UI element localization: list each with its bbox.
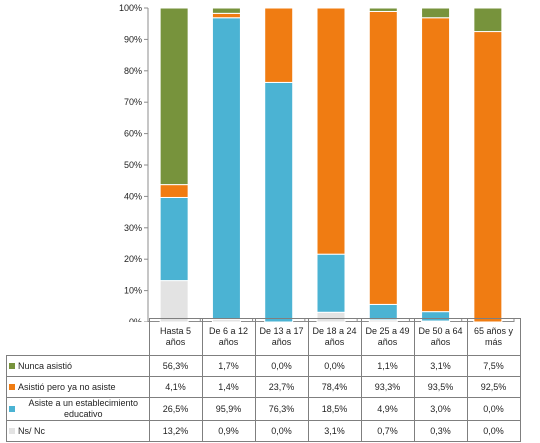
data-table-cell: 3,1%: [413, 355, 468, 377]
data-table-cell: 1,4%: [201, 376, 256, 398]
y-tick-label: 20%: [124, 254, 142, 264]
bar-segment: [211, 12, 241, 19]
series-name: Nunca asistió: [18, 360, 73, 371]
bar-segment: [368, 7, 398, 12]
data-table-cell: 0,9%: [201, 420, 256, 442]
data-table-row: Nunca asistió 56,3% 1,7% 0,0% 0,0% 1,1% 3,1% 7,…: [6, 355, 521, 377]
data-table-cell: 92,5%: [466, 376, 521, 398]
data-table-header-row: Hasta 5 años De 6 a 12 años De 13 a 17 a…: [7, 318, 521, 356]
category-header: Hasta 5 años: [148, 318, 203, 356]
data-table: Hasta 5 años De 6 a 12 años De 13 a 17 a…: [6, 318, 521, 442]
data-table-cell: 3,0%: [413, 397, 468, 421]
category-header: De 25 a 49 años: [360, 318, 415, 356]
data-table-cell: 0,0%: [254, 420, 309, 442]
y-tick-label: 70%: [124, 97, 142, 107]
bar-segment: [159, 184, 189, 198]
category-header: De 13 a 17 años: [254, 318, 309, 356]
category-header: De 18 a 24 años: [307, 318, 362, 356]
data-table-cell: 1,7%: [201, 355, 256, 377]
data-table-cell: 93,5%: [413, 376, 468, 398]
series-name: Asistió pero ya no asiste: [18, 381, 116, 392]
data-table-cell: 0,3%: [413, 420, 468, 442]
data-table-corner: [7, 319, 150, 356]
data-table-cell: 78,4%: [307, 376, 362, 398]
data-table-cell: 0,7%: [360, 420, 415, 442]
data-table-cell: 3,1%: [307, 420, 362, 442]
data-table-cell: 93,3%: [360, 376, 415, 398]
bar-segment: [368, 10, 398, 305]
series-name: Asiste a un establecimiento educativo: [28, 398, 139, 419]
data-table-cell: 18,5%: [307, 397, 362, 421]
legend-key: [9, 406, 15, 412]
bar-segment: [473, 7, 503, 33]
data-table-cell: 26,5%: [148, 397, 203, 421]
category-header: De 6 a 12 años: [201, 318, 256, 356]
data-table-cell: 0,0%: [307, 355, 362, 377]
data-table-cell: 1,1%: [360, 355, 415, 377]
bar-segment: [421, 7, 451, 19]
data-table-cell: 4,9%: [360, 397, 415, 421]
data-table-cell: 0,0%: [254, 355, 309, 377]
bar-segment: [421, 17, 451, 313]
data-table-row: Ns/ Nc 13,2% 0,9% 0,0% 3,1% 0,7% 0,3% 0,0%: [6, 420, 521, 442]
series-label: Asiste a un establecimiento educativo: [6, 397, 150, 421]
series-label: Ns/ Nc: [6, 420, 150, 442]
y-tick-label: 0%: [129, 317, 142, 322]
y-tick-label: 90%: [124, 34, 142, 44]
data-table-cell: 13,2%: [148, 420, 203, 442]
category-header: 65 años y más: [466, 318, 521, 356]
y-tick-label: 80%: [124, 66, 142, 76]
bar-segment: [264, 7, 294, 83]
y-tick-label: 100%: [119, 3, 142, 13]
bar-segment: [159, 7, 189, 186]
data-table-cell: 95,9%: [201, 397, 256, 421]
data-table-cell: 56,3%: [148, 355, 203, 377]
bar-segment: [159, 196, 189, 282]
bar-segment: [264, 81, 294, 322]
y-tick-label: 10%: [124, 286, 142, 296]
y-tick-label: 40%: [124, 191, 142, 201]
data-table-row: Asistió pero ya no asiste 4,1% 1,4% 23,7% 78…: [6, 376, 521, 398]
stacked-bar-chart: 0% 10% 20% 30% 40% 50% 60% 70% 80% 90% 100%: [119, 3, 515, 322]
legend-key: [9, 384, 15, 390]
bar-segment: [159, 280, 189, 322]
bar-segment: [473, 31, 503, 322]
bar-segment: [211, 7, 241, 14]
data-table-cell: 4,1%: [148, 376, 203, 398]
series-label: Nunca asistió: [6, 355, 150, 377]
y-tick-label: 50%: [124, 160, 142, 170]
y-tick-label: 60%: [124, 129, 142, 139]
data-table-cell: 7,5%: [466, 355, 521, 377]
bar-segment: [211, 17, 241, 320]
data-table-cell: 0,0%: [466, 420, 521, 442]
legend-key: [9, 363, 15, 369]
data-table-cell: 0,0%: [466, 397, 521, 421]
data-table-cell: 76,3%: [254, 397, 309, 421]
legend-key: [9, 428, 15, 434]
bar-segment: [316, 7, 346, 255]
series-label: Asistió pero ya no asiste: [6, 376, 150, 398]
category-header: De 50 a 64 años: [413, 318, 468, 356]
bar-segment: [316, 253, 346, 313]
data-table-cell: 23,7%: [254, 376, 309, 398]
series-name: Ns/ Nc: [18, 425, 45, 436]
y-tick-label: 30%: [124, 223, 142, 233]
data-table-row: Asiste a un establecimiento educativo 26,…: [6, 397, 521, 421]
